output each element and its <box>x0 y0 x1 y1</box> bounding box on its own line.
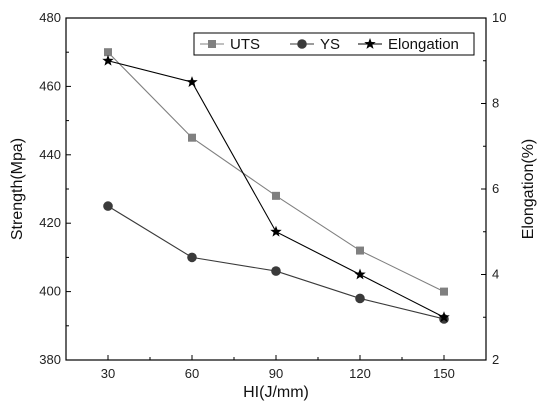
y-right-tick-label: 6 <box>492 181 499 196</box>
y-left-tick-label: 480 <box>39 10 61 25</box>
legend-marker-ys <box>297 39 307 49</box>
x-tick-label: 120 <box>349 366 371 381</box>
legend-box <box>193 32 475 56</box>
data-point-elongation <box>102 54 114 66</box>
data-point-uts <box>440 287 448 296</box>
data-point-uts <box>104 48 112 57</box>
y-left-tick-label: 400 <box>39 284 61 299</box>
y-right-tick-label: 10 <box>492 10 506 25</box>
data-point-elongation <box>438 311 450 323</box>
series-line-uts <box>107 51 445 293</box>
legend: UTS YS Elongation <box>193 32 475 56</box>
data-point-ys <box>187 252 197 263</box>
axis-ticks: 30 60 90 120 150 380 400 420 440 460 480 2 4 6 8 10 <box>39 10 506 381</box>
y-left-tick-label: 440 <box>39 147 61 162</box>
data-point-elongation <box>186 76 198 87</box>
y-axis-right-title: Elongation(%) <box>520 139 537 240</box>
x-tick-label: 60 <box>185 366 199 381</box>
x-tick-label: 90 <box>269 366 283 381</box>
legend-label-uts: UTS <box>230 36 260 53</box>
data-point-ys <box>355 293 365 304</box>
series-line-elongation <box>107 60 445 318</box>
y-axis-left-title: Strength(Mpa) <box>9 138 26 240</box>
x-tick-label: 30 <box>101 366 115 381</box>
y-left-tick-label: 460 <box>39 78 61 93</box>
legend-marker-uts <box>208 40 216 48</box>
y-right-tick-label: 8 <box>492 96 499 111</box>
x-tick-label: 150 <box>433 366 455 381</box>
data-point-elongation <box>354 268 366 280</box>
data-point-uts <box>356 246 364 255</box>
x-axis-title: HI(J/mm) <box>243 384 309 401</box>
series-line-ys <box>107 205 445 320</box>
data-point-elongation <box>270 225 282 237</box>
legend-label-elongation: Elongation <box>388 36 459 53</box>
data-point-uts <box>188 133 196 142</box>
legend-label-ys: YS <box>320 36 340 53</box>
data-point-uts <box>272 191 280 200</box>
y-right-tick-label: 4 <box>492 267 499 282</box>
plot-area-frame <box>65 17 487 361</box>
y-left-tick-label: 420 <box>39 215 61 230</box>
data-point-ys <box>271 266 281 276</box>
legend-marker-elongation <box>364 38 376 49</box>
series-layer <box>102 48 450 324</box>
y-left-tick-label: 380 <box>39 352 61 367</box>
y-right-tick-label: 2 <box>492 352 499 367</box>
data-point-ys <box>103 201 113 211</box>
